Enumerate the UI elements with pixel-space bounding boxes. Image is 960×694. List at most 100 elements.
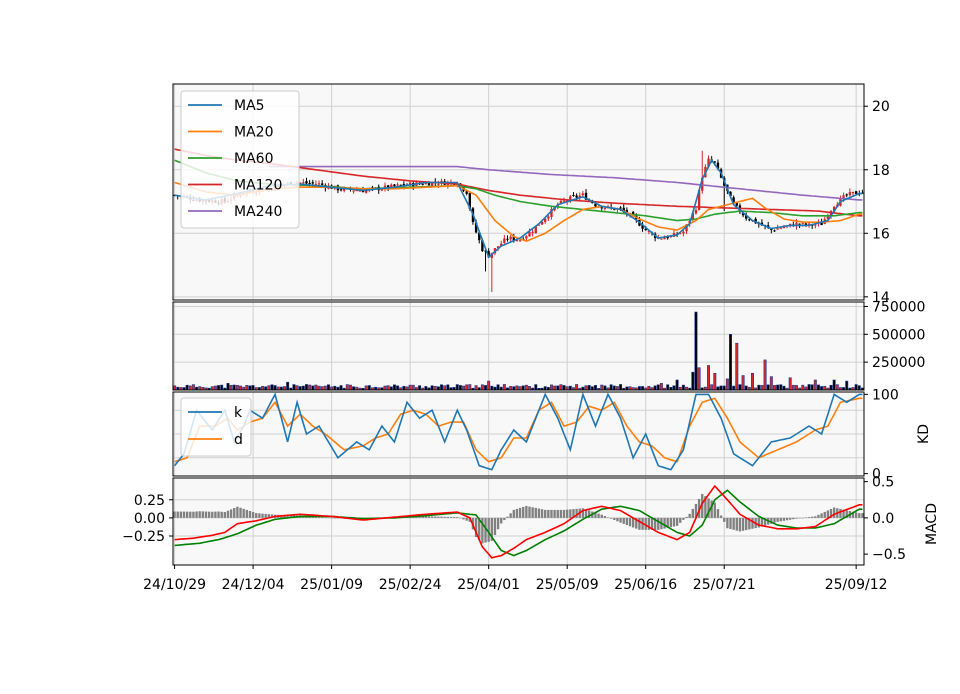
- volume-bar: [722, 385, 726, 391]
- candle-body: [578, 195, 581, 199]
- macd-hist-bar: [430, 516, 434, 518]
- macd-hist-bar: [672, 517, 676, 527]
- x-tick-label: 25/04/01: [457, 577, 520, 593]
- volume-bar: [232, 384, 236, 391]
- macd-hist-bar: [666, 517, 669, 528]
- macd-hist-bar: [845, 510, 848, 518]
- volume-bar: [829, 384, 833, 391]
- macd-hist-bar: [528, 506, 531, 518]
- macd-hist-bar: [518, 507, 522, 518]
- candle-body: [311, 182, 314, 184]
- volume-bar: [173, 385, 177, 391]
- volume-bar: [474, 385, 478, 391]
- kd-ytick-label: 100: [872, 387, 899, 403]
- macd-hist-bar: [255, 513, 258, 518]
- macd-hist-bar: [217, 511, 220, 518]
- volume-bar: [465, 384, 469, 391]
- volume-bar: [490, 385, 494, 391]
- macd-hist-bar: [182, 511, 186, 518]
- macd-hist-bar: [449, 516, 453, 518]
- volume-bar: [681, 384, 685, 391]
- macd-hist-bar: [283, 514, 286, 518]
- macd-hist-bar: [710, 500, 713, 518]
- candle-body: [364, 189, 368, 193]
- volume-bar: [675, 379, 679, 391]
- candle-body: [789, 223, 792, 226]
- macd-hist-bar: [738, 517, 742, 532]
- macd-hist-bar: [185, 511, 189, 518]
- volume-bar: [245, 385, 249, 391]
- macd-hist-bar: [587, 510, 591, 518]
- volume-bar: [496, 384, 500, 391]
- volume-bar: [575, 384, 579, 391]
- candle-body: [861, 192, 864, 194]
- macd-hist-bar: [534, 507, 537, 518]
- candle-body: [594, 203, 597, 207]
- candle-body: [801, 222, 804, 224]
- volume-bar: [659, 383, 663, 391]
- volume-bar: [766, 384, 770, 391]
- x-tick-label: 25/01/09: [300, 577, 363, 593]
- volume-bar: [235, 385, 239, 391]
- macd-hist-bar: [223, 512, 227, 518]
- macd-left-tick-label: 0.25: [134, 493, 165, 509]
- x-tick-label: 25/05/09: [536, 577, 599, 593]
- macd-hist-bar: [603, 516, 607, 518]
- candle-body: [691, 212, 694, 220]
- macd-hist-bar: [628, 517, 632, 527]
- volume-bar: [710, 384, 714, 391]
- candle-body: [427, 182, 431, 186]
- candle-body: [518, 240, 522, 242]
- macd-hist-bar: [785, 517, 789, 521]
- macd-hist-bar: [418, 516, 421, 518]
- kd-ylabel: KD: [916, 424, 932, 444]
- volume-bar: [270, 384, 274, 391]
- volume-bar: [584, 385, 588, 391]
- macd-hist-bar: [798, 517, 801, 519]
- kd-legend-label-d: d: [234, 432, 243, 448]
- volume-bar: [402, 385, 406, 391]
- candle-body: [547, 216, 550, 219]
- candle-body: [748, 219, 751, 221]
- volume-bar: [333, 385, 337, 391]
- candle-body: [575, 195, 578, 198]
- candle-body: [503, 238, 506, 243]
- volume-bar: [769, 376, 773, 391]
- volume-bar: [220, 384, 224, 391]
- macd-hist-bar: [663, 517, 666, 529]
- candle-body: [631, 211, 635, 216]
- volume-bar: [418, 385, 422, 391]
- macd-right-tick-label: 0.0: [872, 511, 894, 527]
- volume-bar: [562, 385, 566, 391]
- candle-body: [540, 221, 544, 225]
- macd-hist-bar: [723, 517, 726, 522]
- candle-body: [694, 210, 698, 214]
- macd-hist-bar: [198, 511, 201, 518]
- macd-hist-bar: [496, 517, 500, 530]
- macd-hist-bar: [619, 517, 622, 523]
- macd-hist-bar: [478, 517, 481, 541]
- volume-bar: [528, 386, 531, 391]
- candle-body: [402, 184, 406, 186]
- volume-bar: [308, 384, 312, 391]
- volume-ytick-label: 250000: [872, 355, 925, 371]
- macd-hist-bar: [650, 517, 654, 530]
- macd-hist-bar: [550, 509, 553, 518]
- macd-hist-bar: [251, 512, 255, 518]
- macd-hist-bar: [270, 514, 274, 518]
- candle-body: [487, 251, 490, 258]
- volume-bar: [694, 311, 698, 391]
- macd-hist-bar: [854, 512, 858, 518]
- candle-body: [509, 236, 512, 240]
- volume-bar: [788, 377, 792, 391]
- candle-body: [644, 228, 647, 231]
- volume-bar: [487, 380, 491, 391]
- macd-hist-bar: [314, 516, 318, 518]
- macd-hist-bar: [804, 517, 808, 518]
- macd-hist-bar: [207, 511, 211, 518]
- macd-hist-bar: [484, 517, 487, 543]
- candle-body: [383, 185, 387, 189]
- volume-bar: [744, 385, 748, 391]
